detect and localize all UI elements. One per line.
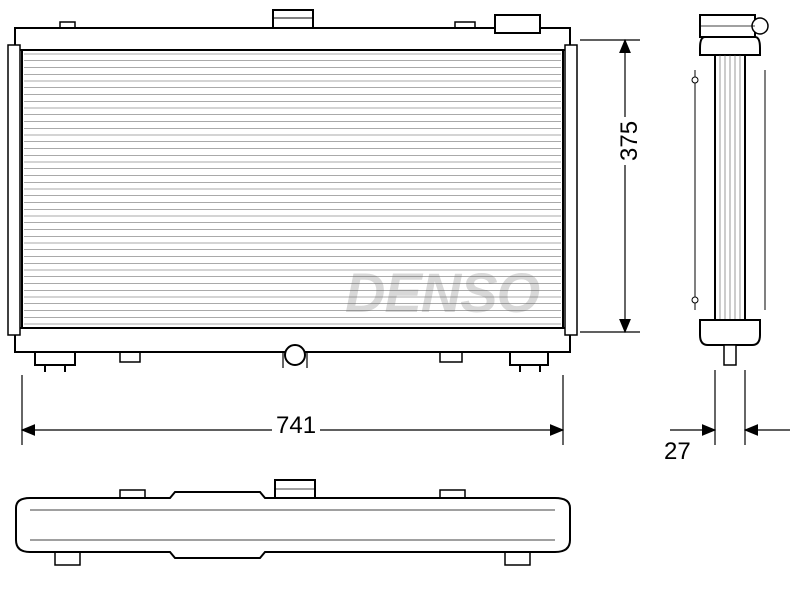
dim-height-label: 375: [616, 117, 644, 165]
dimension-depth: [670, 370, 790, 445]
top-view: [16, 480, 570, 565]
denso-watermark: DENSO: [345, 260, 539, 325]
dimension-height: [580, 40, 640, 332]
side-view: [692, 15, 768, 365]
dim-depth-label: 27: [660, 438, 695, 466]
dim-width-label: 741: [272, 412, 320, 440]
technical-drawing-canvas: 741 375 27 DENSO: [0, 0, 800, 610]
